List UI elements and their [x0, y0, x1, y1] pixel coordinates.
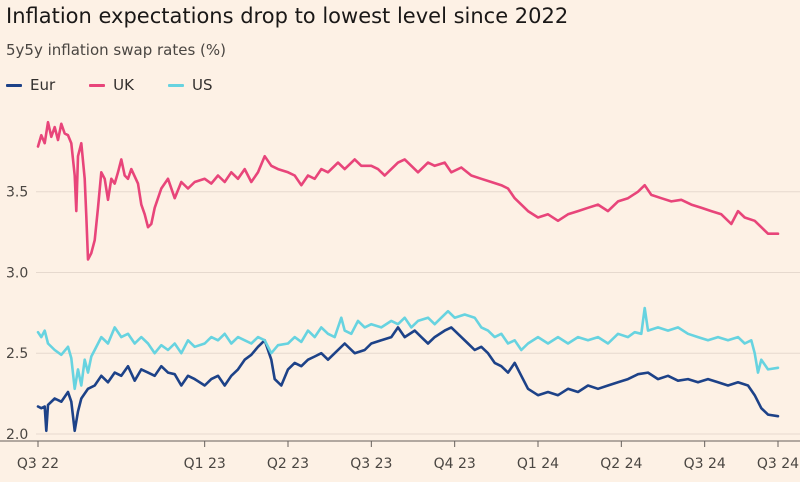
- chart-legend: Eur UK US: [6, 76, 213, 94]
- x-tick-label: Q4 23: [434, 456, 476, 472]
- x-tick-label: Q2 23: [267, 456, 309, 472]
- legend-swatch-uk: [89, 83, 106, 87]
- y-tick-label: 3.0: [6, 265, 28, 281]
- x-tick-label: Q3 24: [757, 456, 799, 472]
- y-tick-label: 2.0: [6, 427, 28, 443]
- legend-item-eur: Eur: [6, 76, 55, 94]
- y-tick-label: 2.5: [6, 346, 28, 362]
- x-tick-label: Q3 23: [350, 456, 392, 472]
- legend-label-uk: UK: [113, 76, 134, 94]
- legend-swatch-eur: [6, 83, 22, 87]
- x-tick-label: Q1 23: [184, 456, 226, 472]
- y-tick-label: 3.5: [6, 185, 28, 201]
- legend-swatch-us: [167, 83, 184, 87]
- x-tick-label: Q1 24: [517, 456, 559, 472]
- x-tick-label: Q3 22: [17, 456, 59, 472]
- legend-item-us: US: [167, 76, 213, 94]
- series-line-us: [36, 306, 780, 391]
- x-tick-label: Q2 24: [600, 456, 642, 472]
- chart-subtitle: 5y5y inflation swap rates (%): [6, 41, 226, 59]
- chart-title: Inflation expectations drop to lowest le…: [6, 4, 569, 28]
- series-line-eur: [36, 326, 780, 433]
- legend-label-us: US: [191, 76, 213, 94]
- legend-item-uk: UK: [89, 76, 134, 94]
- series-line-uk: [36, 120, 780, 261]
- x-tick-label: Q3 24: [684, 456, 726, 472]
- legend-label-eur: Eur: [30, 76, 56, 94]
